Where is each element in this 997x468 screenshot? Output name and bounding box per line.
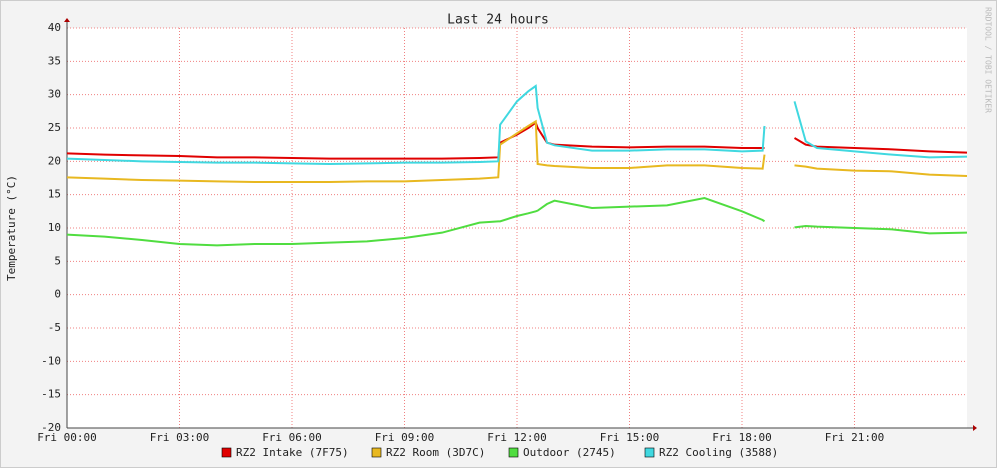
y-tick-label: 30: [48, 88, 61, 101]
legend-swatch: [221, 447, 232, 458]
series-line: [66, 119, 968, 183]
y-tick-label: -20: [41, 421, 61, 434]
legend-swatch: [508, 447, 519, 458]
watermark: RRDTOOL / TOBI OETIKER: [984, 7, 993, 113]
series-line: [66, 84, 968, 166]
series-line: [66, 196, 968, 247]
y-tick-label: 5: [54, 254, 61, 267]
axis-arrow: [973, 425, 977, 431]
y-tick-label: 20: [48, 154, 61, 167]
y-tick-label: 15: [48, 188, 61, 201]
chart-title: Last 24 hours: [447, 13, 549, 28]
y-tick-label: -10: [41, 354, 61, 367]
y-tick-label: -5: [48, 321, 61, 334]
x-tick-label: Fri 03:00: [150, 431, 210, 444]
y-tick-label: 10: [48, 221, 61, 234]
y-tick-label: 0: [54, 288, 61, 301]
y-tick-label: 25: [48, 121, 61, 134]
x-tick-label: Fri 00:00: [37, 431, 97, 444]
x-tick-label: Fri 15:00: [600, 431, 660, 444]
axis-arrow: [64, 18, 70, 22]
x-tick-label: Fri 06:00: [262, 431, 322, 444]
y-tick-label: -15: [41, 388, 61, 401]
legend-swatch: [371, 447, 382, 458]
legend-label: Outdoor (2745): [523, 446, 616, 459]
x-tick-label: Fri 12:00: [487, 431, 547, 444]
legend-label: RZ2 Cooling (3588): [659, 446, 778, 459]
y-axis-label: Temperature (°C): [5, 175, 18, 281]
legend-swatch: [644, 447, 655, 458]
legend-label: RZ2 Intake (7F75): [236, 446, 349, 459]
y-tick-label: 35: [48, 54, 61, 67]
x-tick-label: Fri 18:00: [712, 431, 772, 444]
y-tick-label: 40: [48, 21, 61, 34]
x-tick-label: Fri 21:00: [825, 431, 885, 444]
x-tick-label: Fri 09:00: [375, 431, 435, 444]
legend-label: RZ2 Room (3D7C): [386, 446, 485, 459]
